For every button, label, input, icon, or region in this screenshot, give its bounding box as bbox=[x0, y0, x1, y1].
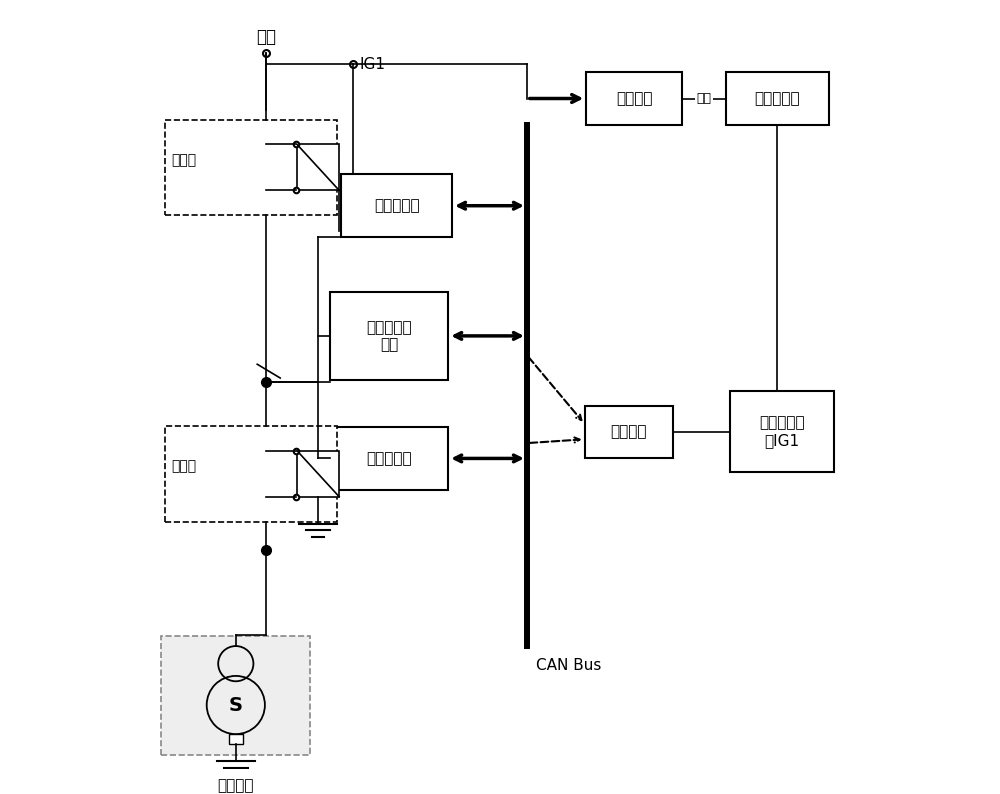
Text: 无钥匙系统: 无钥匙系统 bbox=[374, 198, 419, 214]
FancyBboxPatch shape bbox=[297, 451, 339, 497]
Text: 汽车蓄电池: 汽车蓄电池 bbox=[754, 91, 800, 106]
Text: 整车电源回
路IG1: 整车电源回 路IG1 bbox=[759, 415, 805, 448]
Text: CAN Bus: CAN Bus bbox=[536, 657, 601, 673]
FancyBboxPatch shape bbox=[585, 406, 673, 457]
FancyBboxPatch shape bbox=[165, 120, 337, 215]
Text: 继电器: 继电器 bbox=[171, 152, 196, 167]
Text: 发动机管理
单元: 发动机管理 单元 bbox=[366, 320, 412, 352]
FancyBboxPatch shape bbox=[229, 734, 243, 744]
Text: S: S bbox=[229, 696, 243, 715]
FancyBboxPatch shape bbox=[726, 72, 829, 125]
FancyBboxPatch shape bbox=[730, 391, 834, 472]
FancyBboxPatch shape bbox=[330, 292, 448, 380]
Text: 常电: 常电 bbox=[256, 29, 276, 46]
Text: IG1: IG1 bbox=[359, 56, 385, 71]
FancyBboxPatch shape bbox=[165, 426, 337, 522]
Text: 变速器单元: 变速器单元 bbox=[366, 451, 412, 466]
FancyBboxPatch shape bbox=[330, 427, 448, 490]
FancyBboxPatch shape bbox=[297, 145, 339, 191]
Text: 继电器: 继电器 bbox=[171, 459, 196, 473]
FancyBboxPatch shape bbox=[161, 637, 310, 755]
FancyBboxPatch shape bbox=[341, 175, 452, 237]
FancyBboxPatch shape bbox=[586, 72, 682, 125]
Text: 稳压电容: 稳压电容 bbox=[616, 91, 652, 106]
Text: 起动电机: 起动电机 bbox=[218, 778, 254, 793]
Text: 常电: 常电 bbox=[696, 92, 711, 105]
Text: 稳压电路: 稳压电路 bbox=[610, 424, 647, 439]
